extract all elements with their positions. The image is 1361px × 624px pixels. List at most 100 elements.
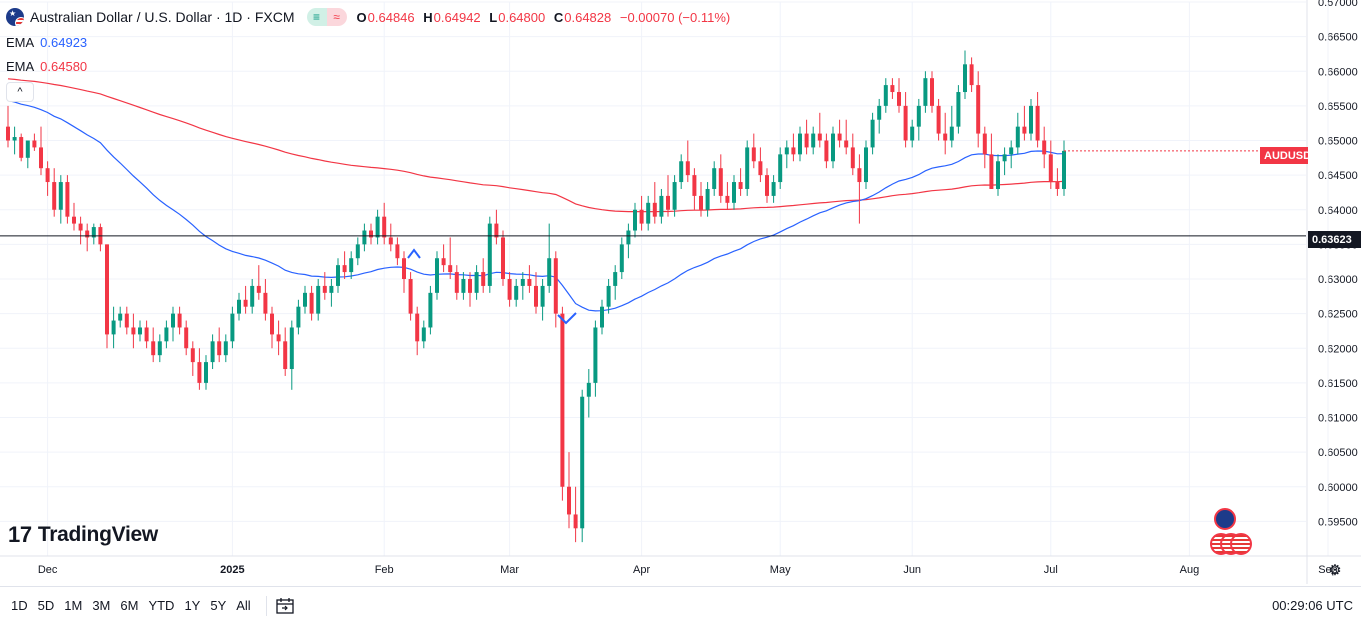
candle-body <box>289 327 294 370</box>
candle-body <box>817 133 822 141</box>
y-tick-label: 0.61500 <box>1318 378 1358 390</box>
ohlc-high: 0.64942 <box>433 9 481 25</box>
candle-body <box>685 161 690 176</box>
range-ytd-button[interactable]: YTD <box>148 598 175 613</box>
x-tick-label: Apr <box>633 564 650 576</box>
candle-body <box>131 327 136 335</box>
candle-body <box>837 133 842 141</box>
candle-body <box>1015 126 1020 148</box>
candle-body <box>157 341 162 356</box>
candle-body <box>329 285 334 293</box>
candle-body <box>996 161 1000 189</box>
candle-body <box>527 279 532 286</box>
candle-body <box>804 133 809 148</box>
candle-body <box>507 279 512 300</box>
candle-body <box>751 147 756 162</box>
status-pill[interactable]: ≡ ≈ <box>306 8 347 26</box>
ema-slow-label: EMA <box>6 59 35 74</box>
au-event-icon[interactable] <box>1214 508 1236 530</box>
candle-body <box>857 168 862 183</box>
candle-body <box>283 341 288 370</box>
symbol-price-tag: AUDUSD <box>1260 147 1311 164</box>
utc-clock[interactable]: 00:29:06 UTC <box>1272 598 1353 613</box>
candle-body <box>369 230 373 238</box>
candle-body <box>441 258 446 266</box>
candle-body <box>45 168 50 183</box>
candle-body <box>725 195 730 203</box>
y-tick-label: 0.63000 <box>1318 274 1358 286</box>
candle-body <box>177 313 182 328</box>
candle-body <box>296 306 301 328</box>
candle-body <box>250 285 255 307</box>
candle-body <box>1009 147 1014 155</box>
range-6m-button[interactable]: 6M <box>120 598 139 613</box>
ohlc-open: 0.64846 <box>367 9 415 25</box>
range-5y-button[interactable]: 5Y <box>210 598 227 613</box>
candle-body <box>560 313 565 487</box>
us-event-icon[interactable] <box>1230 533 1252 555</box>
candle-body <box>659 195 664 217</box>
candle-body <box>32 140 37 148</box>
candle-body <box>930 78 934 106</box>
candle-body <box>303 292 307 307</box>
chart-area[interactable]: 0.67000 0.66500 0.66000 0.65500 0.65000 0.645… <box>0 0 1361 584</box>
candle-body <box>388 237 393 245</box>
candle-body <box>1055 182 1060 189</box>
events-markers[interactable] <box>1208 508 1258 556</box>
candle-body <box>487 223 492 286</box>
candle-body <box>435 258 439 293</box>
candle-body <box>402 258 406 279</box>
candle-body <box>349 258 354 273</box>
candle-body <box>547 258 552 286</box>
candle-body <box>217 341 222 356</box>
x-tick-label: Sep <box>1318 564 1338 576</box>
candle-body <box>897 92 901 106</box>
symbol-title[interactable]: Australian Dollar / U.S. Dollar · 1D · F… <box>30 9 295 25</box>
x-tick-label: 2025 <box>220 564 244 576</box>
aud-usd-flag-icon: ★ <box>6 8 24 26</box>
candle-body <box>758 161 763 176</box>
y-tick-label: 0.64000 <box>1318 205 1358 217</box>
candle-body <box>6 126 10 141</box>
candlestick-chart[interactable]: 0.67000 0.66500 0.66000 0.65500 0.65000 0.645… <box>0 0 1361 584</box>
candle-body <box>732 182 736 203</box>
candle-body <box>85 230 90 238</box>
x-tick-label: Jul <box>1044 564 1058 576</box>
candle-body <box>1022 126 1027 134</box>
candle-body <box>39 147 43 169</box>
ema-slow-line <box>7 78 1065 213</box>
tradingview-logo-icon: 17 <box>8 522 32 547</box>
candle-body <box>679 161 684 183</box>
candle-body <box>309 292 314 314</box>
candle-body <box>718 168 723 196</box>
candle-body <box>573 514 578 529</box>
candle-body <box>699 195 703 210</box>
candle-body <box>375 216 380 238</box>
range-all-button[interactable]: All <box>236 598 251 613</box>
tradingview-logo[interactable]: 17 TradingView <box>8 522 158 548</box>
ema-fast-legend[interactable]: EMA 0.64923 <box>6 35 87 50</box>
symbol-legend: ★ Australian Dollar / U.S. Dollar · 1D ·… <box>6 8 735 26</box>
tradingview-logo-text: TradingView <box>37 523 158 546</box>
ema-slow-legend[interactable]: EMA 0.64580 <box>6 59 87 74</box>
candle-body <box>336 265 340 286</box>
candle-body <box>567 486 571 515</box>
candle-body <box>626 230 631 245</box>
range-3m-button[interactable]: 3M <box>92 598 111 613</box>
candle-body <box>105 244 109 335</box>
candle-body <box>969 64 974 86</box>
y-tick-label: 0.66500 <box>1318 32 1358 44</box>
range-1d-button[interactable]: 1D <box>11 598 28 613</box>
y-tick-label: 0.65500 <box>1318 101 1358 113</box>
range-1y-button[interactable]: 1Y <box>184 598 201 613</box>
candle-body <box>1062 150 1066 189</box>
range-5d-button[interactable]: 5D <box>37 598 55 613</box>
candle-body <box>943 133 948 141</box>
collapse-legend-button[interactable]: ^ <box>6 82 34 102</box>
candle-body <box>111 320 116 335</box>
calendar-goto-icon[interactable] <box>275 597 295 615</box>
candle-body <box>903 105 908 141</box>
settings-gear-icon[interactable]: ⚙ <box>1328 562 1342 579</box>
candle-body <box>171 313 175 328</box>
range-1m-button[interactable]: 1M <box>64 598 83 613</box>
